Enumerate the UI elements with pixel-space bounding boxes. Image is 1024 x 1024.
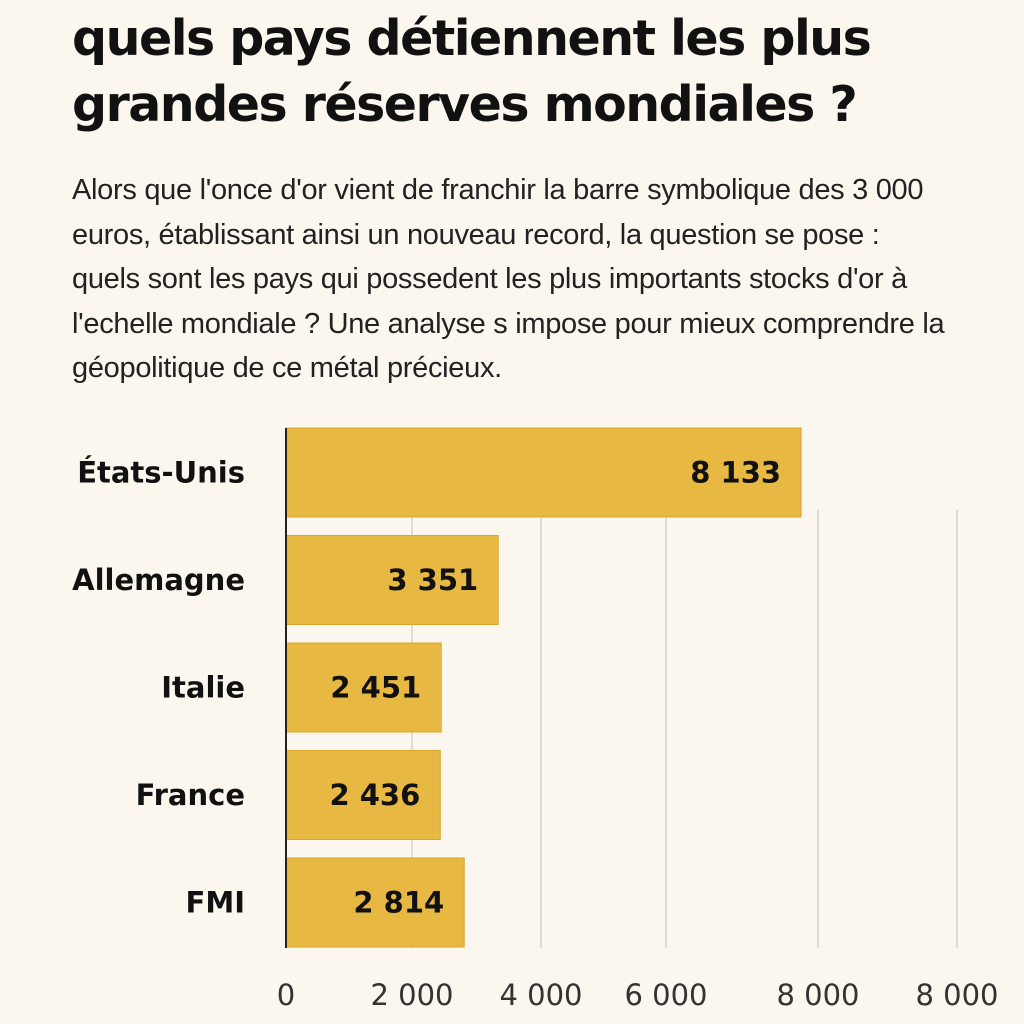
value-label: 2 436 — [329, 778, 420, 812]
bar-0 — [285, 427, 802, 518]
value-label: 8 133 — [690, 456, 781, 490]
bar-3 — [285, 750, 441, 840]
category-label: Allemagne — [72, 563, 245, 597]
bar-2 — [285, 642, 442, 733]
bar-chart: États-Unis 8 133 Allemagne 3 351 Italie 2 451… — [72, 427, 999, 1013]
value-label: 3 351 — [387, 563, 478, 597]
x-tick-label: 4 000 — [499, 978, 582, 1012]
subtitle: Alors que l'once d'or vient de franchir … — [72, 174, 945, 384]
value-label: 2 814 — [353, 886, 444, 920]
x-tick-label: 2 000 — [370, 978, 453, 1012]
labels: États-Unis 8 133 Allemagne 3 351 Italie 2 451… — [72, 456, 998, 1013]
category-label: FMI — [186, 886, 245, 920]
category-label: Italie — [161, 671, 245, 705]
bar-4 — [285, 857, 465, 948]
x-tick-label: 0 — [277, 978, 295, 1012]
x-tick-label: 8 000 — [776, 978, 859, 1012]
x-tick-label: 8 000 — [915, 978, 998, 1012]
category-label: États-Unis — [77, 456, 245, 490]
value-label: 2 451 — [330, 671, 421, 705]
page-title: quels pays détiennent les plus grandes r… — [72, 10, 872, 133]
category-label: France — [136, 778, 245, 812]
x-tick-label: 6 000 — [624, 978, 707, 1012]
